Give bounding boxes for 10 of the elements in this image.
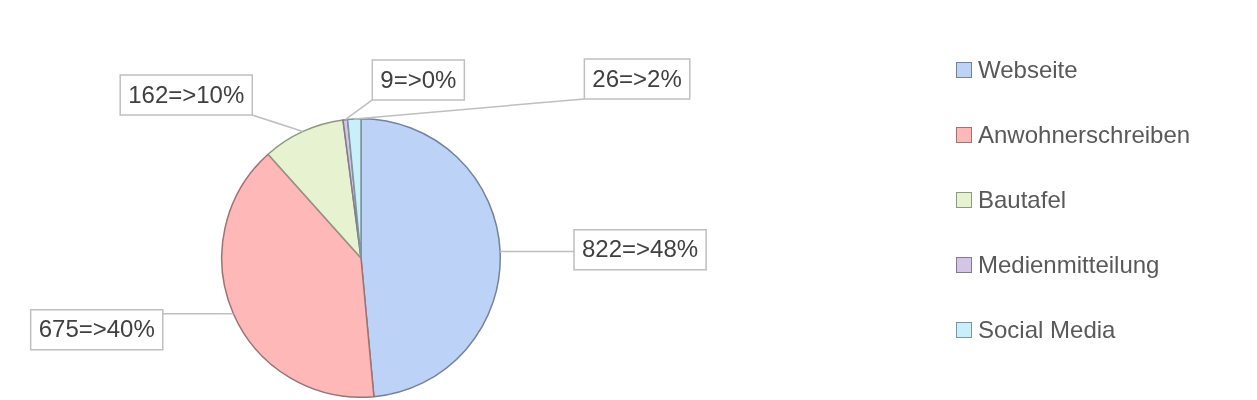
data-label: 162=>10% [128,80,245,108]
data-label: 822=>48% [582,235,699,263]
legend-label: Webseite [978,56,1078,84]
legend-label: Anwohnerschreiben [978,121,1191,149]
legend-label: Social Media [978,316,1116,344]
data-label: 9=>0% [380,65,457,93]
legend-label: Medienmitteilung [978,251,1160,279]
legend-label: Bautafel [978,186,1067,214]
data-label: 26=>2% [592,64,682,92]
data-label: 675=>40% [38,315,155,343]
